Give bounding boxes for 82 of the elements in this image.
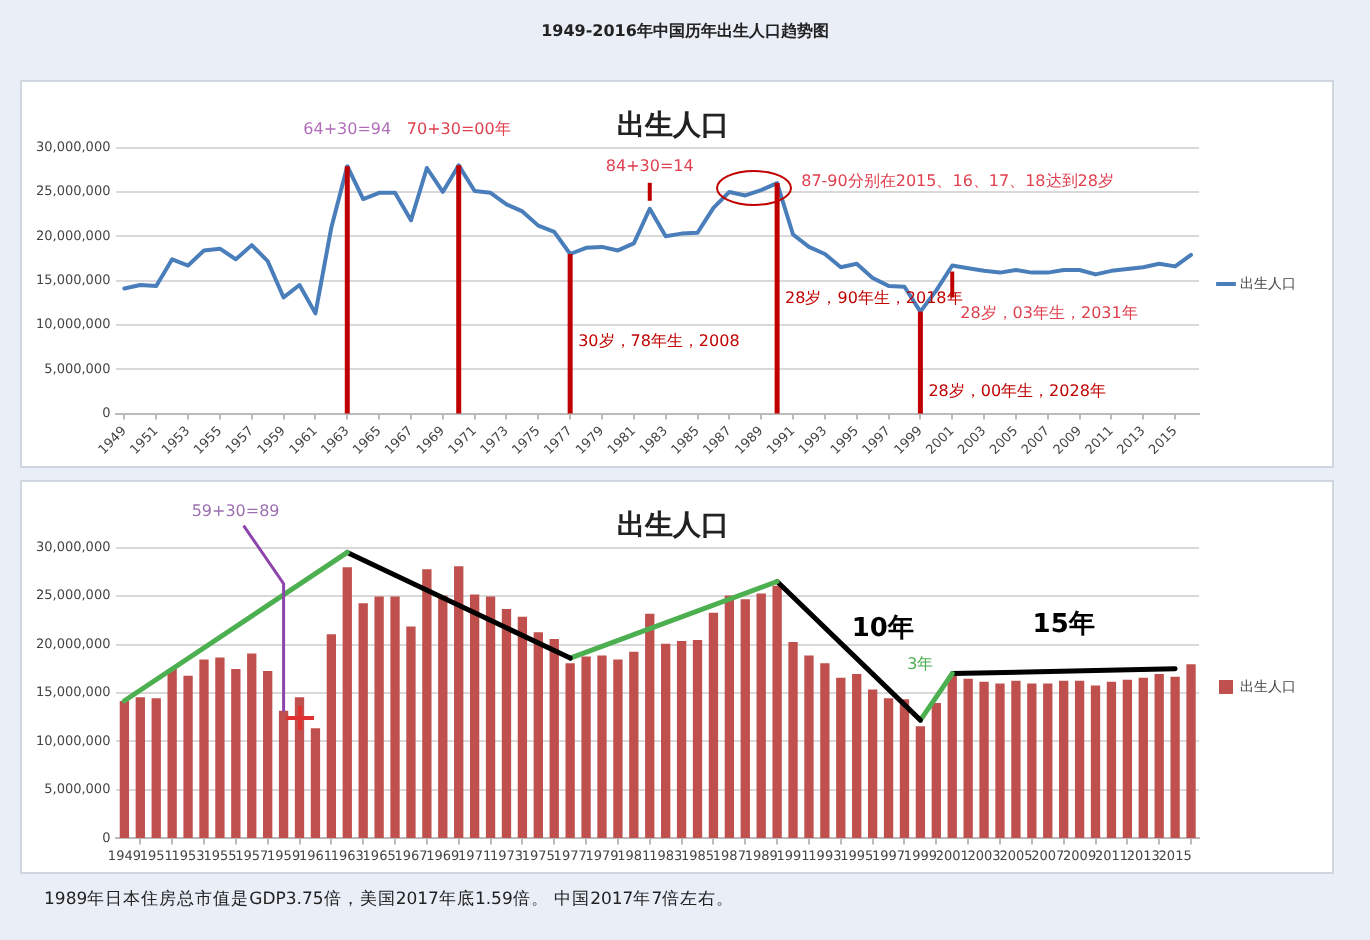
bar xyxy=(1138,677,1148,839)
bar xyxy=(820,663,830,839)
annotation: 10年 xyxy=(851,613,914,644)
bar xyxy=(231,669,241,839)
bar xyxy=(692,640,703,839)
bar xyxy=(661,643,671,839)
ref-line-label: 28岁，00年生，2028年 xyxy=(928,382,1106,401)
bar xyxy=(374,596,384,839)
bar xyxy=(533,632,543,839)
bar xyxy=(740,599,750,839)
bar xyxy=(931,703,941,839)
text: 1949-2016年中国历年出生人口趋势图 xyxy=(539,20,831,42)
bar xyxy=(151,698,161,839)
bar xyxy=(310,728,321,839)
bar xyxy=(915,726,926,839)
bar xyxy=(597,655,607,839)
bar xyxy=(358,603,368,839)
annotation: 70+30=00年 xyxy=(406,119,511,138)
bar xyxy=(1170,676,1180,839)
bar xyxy=(979,681,989,839)
bar xyxy=(406,626,416,839)
bar xyxy=(517,616,528,839)
bar xyxy=(469,594,480,839)
bar xyxy=(883,698,894,839)
bar xyxy=(1186,664,1196,839)
bar xyxy=(724,595,735,839)
bar xyxy=(342,567,352,839)
bar xyxy=(390,596,400,839)
bar xyxy=(852,673,862,839)
bar xyxy=(199,659,209,839)
ref-line-label: 30岁，78年生，2008 xyxy=(578,331,740,350)
annotation: 3年 xyxy=(907,655,934,674)
bar xyxy=(963,678,973,839)
bar xyxy=(1106,681,1117,839)
bar xyxy=(613,659,623,839)
annotation: 59+30=89 xyxy=(191,501,280,520)
bar xyxy=(1027,683,1037,839)
bar xyxy=(867,689,878,839)
text: 1989年日本住房总市值是GDP3.75倍，美国2017年底1.59倍。 中国2017年7倍左右。 xyxy=(44,888,735,912)
bar xyxy=(676,640,687,839)
bar xyxy=(947,675,957,839)
bar xyxy=(263,671,273,839)
bar xyxy=(422,569,432,839)
bar xyxy=(1074,680,1085,839)
bar xyxy=(708,612,719,839)
bar xyxy=(549,639,559,839)
bar xyxy=(119,701,130,839)
bar xyxy=(899,699,910,839)
bar xyxy=(135,697,145,839)
bar xyxy=(772,585,782,839)
bar xyxy=(167,669,177,839)
bar xyxy=(501,608,512,839)
bar xyxy=(438,595,448,839)
bar xyxy=(565,663,575,839)
bar xyxy=(756,593,766,839)
annotation: 15年 xyxy=(1032,609,1095,640)
chart-title: 出生人口 xyxy=(617,110,729,143)
bar xyxy=(215,657,225,839)
bar xyxy=(1011,680,1021,839)
annotation: 84+30=14 xyxy=(605,156,694,175)
bar xyxy=(247,653,257,839)
bar xyxy=(1154,673,1164,839)
bar xyxy=(1059,680,1069,839)
bar xyxy=(454,566,464,839)
annotation: 64+30=94 xyxy=(303,119,392,138)
bar xyxy=(278,710,289,839)
bar xyxy=(1090,685,1101,839)
bar xyxy=(326,634,337,839)
bar xyxy=(183,675,193,839)
annotation: 28岁，03年生，2031年 xyxy=(960,303,1138,322)
annotation: 87-90分别在2015、16、17、18达到28岁 xyxy=(801,171,1114,190)
bar xyxy=(1043,683,1053,839)
chart-title: 出生人口 xyxy=(617,510,729,543)
bar xyxy=(645,613,655,839)
bar xyxy=(788,641,798,839)
bar xyxy=(836,677,846,839)
bar xyxy=(1122,679,1133,839)
bar xyxy=(581,656,591,839)
bar xyxy=(629,651,639,839)
bar xyxy=(995,683,1005,839)
bar xyxy=(804,655,814,839)
bar xyxy=(485,596,496,839)
